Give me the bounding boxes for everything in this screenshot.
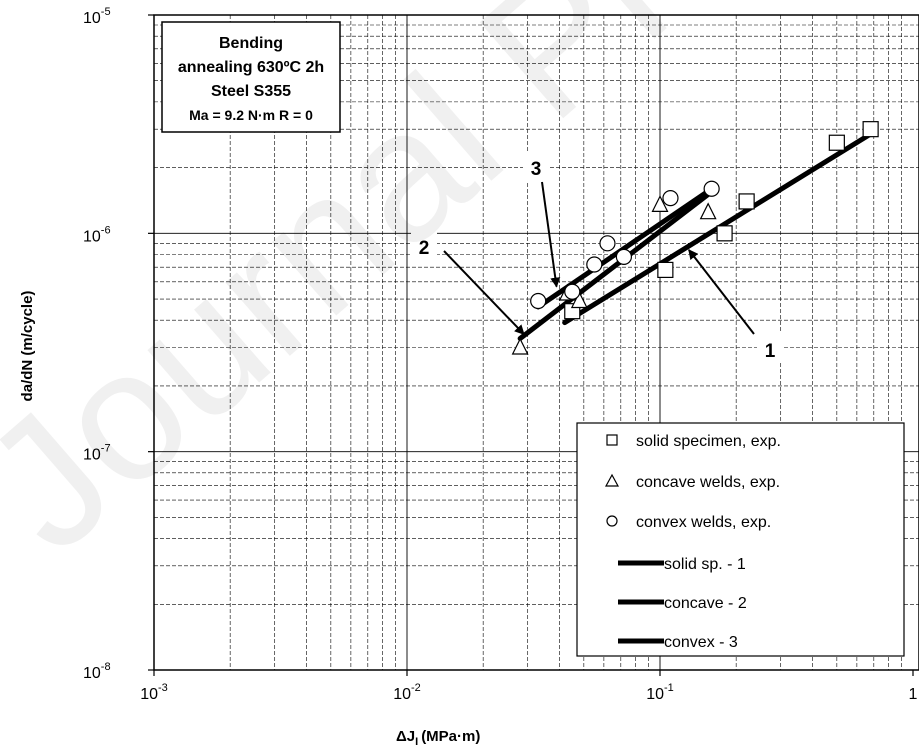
annotation-label: 2: [419, 238, 430, 259]
annotations: 1 2 3: [411, 151, 783, 363]
y-axis-title: da/dN (m/cycle): [19, 291, 36, 402]
square-point: [716, 225, 733, 242]
circle-point: [703, 180, 720, 197]
legend-label: convex - 3: [664, 634, 738, 651]
triangle-point: [570, 291, 588, 309]
info-line-2: annealing 630ºC 2h: [178, 59, 324, 76]
square-point: [738, 193, 755, 210]
legend-label: solid specimen, exp.: [636, 433, 781, 450]
y-tick-label: 10-6: [83, 224, 111, 245]
x-tick-label: 10-2: [393, 682, 421, 703]
info-line-3: Steel S355: [211, 83, 291, 100]
data-points: [511, 121, 879, 355]
annotation-label: 1: [765, 341, 776, 362]
annotation-label-bg: [757, 333, 783, 363]
circle-point: [564, 283, 581, 300]
x-axis-title: ΔJI (MPa·m): [396, 728, 480, 748]
legend-label: concave welds, exp.: [636, 474, 780, 491]
x-tick-label: 10-1: [646, 682, 674, 703]
circle-point: [615, 248, 633, 265]
x-tick-label: 1: [909, 686, 918, 703]
square-point: [828, 134, 845, 151]
legend-label: solid sp. - 1: [664, 556, 746, 573]
legend-label: concave - 2: [664, 595, 747, 612]
annotation-arrow: [443, 250, 525, 335]
legend: solid specimen, exp. concave welds, exp. c…: [576, 422, 905, 657]
y-tick-label: 10-5: [83, 6, 111, 27]
plot-area: [153, 14, 919, 671]
info-line-1: Bending: [219, 35, 283, 52]
annotation-label-bg: [523, 151, 549, 181]
legend-label: convex welds, exp.: [636, 514, 771, 531]
circle-point: [530, 292, 547, 310]
annotation-arrow: [688, 249, 755, 335]
annotation-label: 3: [531, 159, 542, 180]
circle-point: [586, 256, 603, 273]
square-point: [657, 261, 674, 279]
y-tick-label: 10-7: [83, 443, 111, 464]
circle-point: [662, 190, 679, 207]
legend-circle-symbol: [606, 515, 618, 527]
info-line-4: Ma = 9.2 N·m R = 0: [189, 107, 313, 123]
circle-point: [599, 235, 616, 252]
legend-square-symbol: [606, 434, 618, 446]
axis-ticks: 10-3 10-2 10-1 1 10-8 10-7 10-6 10-5: [83, 6, 918, 703]
square-point: [862, 121, 879, 138]
y-tick-label: 10-8: [83, 661, 111, 682]
triangle-point: [651, 195, 669, 212]
legend-triangle-symbol: [604, 473, 620, 487]
x-tick-label: 10-3: [140, 682, 168, 703]
fit-line: [517, 189, 715, 341]
triangle-point: [511, 337, 529, 355]
info-box: Bending annealing 630ºC 2h Steel S355 Ma…: [161, 21, 341, 133]
annotation-label-bg: [411, 230, 437, 260]
annotation-arrow: [541, 181, 561, 288]
triangle-point: [699, 202, 717, 220]
